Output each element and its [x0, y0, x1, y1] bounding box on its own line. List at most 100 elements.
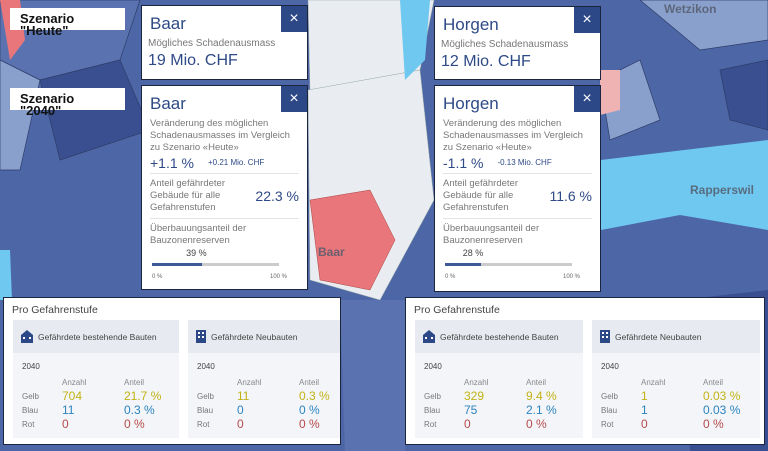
map-label-baar: Baar [318, 245, 345, 259]
reserve-value: 39 % [186, 248, 207, 258]
table-row: Gelb 1 0.03 % [601, 389, 740, 403]
table-cell: 0 % [299, 403, 320, 417]
table-cell: 0.03 % [703, 403, 741, 417]
table-cell: 0 [62, 417, 69, 431]
map-label-rapperswil: Rapperswil [690, 183, 755, 197]
reserve-progress-bar [152, 263, 279, 266]
card-title: Gefährdete Neubauten [615, 331, 702, 342]
levels-table: Anzahl Anteil Gelb 704 21.7 % Blau 11 0.3 % R… [22, 375, 161, 432]
levels-title: Pro Gefahrenstufe [12, 304, 98, 316]
building-icon [196, 330, 206, 343]
close-icon[interactable]: × [281, 86, 307, 112]
card-title: Gefährdete bestehende Bauten [38, 331, 157, 342]
bar-min: 0 % [152, 274, 163, 280]
table-cell: Rot [197, 419, 210, 429]
close-icon[interactable]: × [281, 6, 307, 32]
table-cell: Blau [197, 405, 214, 415]
year: 2040 [601, 362, 619, 371]
reserve-label: Überbauungsanteil der Bauzonenreserven [443, 223, 540, 246]
new-buildings-card: Gefährdete Neubauten 2040 Anzahl Anteil G… [592, 320, 760, 438]
table-cell: 2.1 % [526, 403, 557, 417]
table-cell: 0 [641, 417, 648, 431]
reserve-progress-fill [445, 263, 481, 266]
table-cell: Rot [424, 419, 437, 429]
table-cell: Rot [22, 419, 35, 429]
table-cell: 9.4 % [526, 389, 557, 403]
table-cell: Rot [601, 419, 614, 429]
change-section: Veränderung des möglichen Schadenausmass… [150, 114, 299, 174]
table-cell: Blau [22, 405, 39, 415]
table-cell: Anteil [703, 377, 724, 387]
table-cell: Gelb [424, 391, 441, 401]
card-title: Gefährdete bestehende Bauten [440, 331, 559, 342]
table-cell: Anteil [299, 377, 320, 387]
table-cell: 21.7 % [124, 389, 162, 403]
table-cell: 0.3 % [299, 389, 330, 403]
change-pct: +1.1 % [150, 155, 194, 171]
table-row: Blau 0 0 % [197, 403, 330, 417]
reserve-progress-bar [445, 263, 572, 266]
share-section: Anteil gefährdeter Gebäude für alle Gefa… [443, 174, 592, 219]
change-label: Veränderung des möglichen Schadenausmass… [150, 118, 290, 153]
horgen-2040-popup: × Horgen Veränderung des möglichen Schad… [434, 85, 601, 292]
year: 2040 [197, 362, 215, 371]
table-cell: Anteil [526, 377, 547, 387]
table-cell: 704 [62, 389, 83, 403]
map-label-wetzikon: Wetzikon [664, 2, 717, 16]
baar-levels-panel: Pro Gefahrenstufe Gefährdete bestehende … [3, 297, 341, 445]
table-cell: Anzahl [237, 377, 262, 387]
table-cell: 11 [237, 389, 250, 403]
share-value: 11.6 % [549, 188, 592, 204]
levels-table: Anzahl Anteil Gelb 329 9.4 % Blau 75 2.1 % Ro… [424, 375, 557, 432]
damage-label: Mögliches Schadenausmass [441, 39, 569, 50]
table-row: Rot 0 0 % [424, 417, 557, 431]
table-cell: 0.3 % [124, 403, 155, 417]
close-icon[interactable]: × [574, 7, 600, 33]
table-row: Gelb 11 0.3 % [197, 389, 330, 403]
damage-label: Mögliches Schadenausmass [148, 38, 276, 49]
levels-title: Pro Gefahrenstufe [414, 304, 500, 316]
close-icon[interactable]: × [574, 86, 600, 112]
col-count: Anzahl [62, 377, 87, 387]
table-row: Gelb 704 21.7 % [22, 389, 161, 403]
share-section: Anteil gefährdeter Gebäude für alle Gefa… [150, 174, 299, 219]
table-cell: 1 [641, 403, 648, 417]
new-buildings-card: Gefährdete Neubauten 2040 Anzahl Anteil G… [188, 320, 340, 438]
table-cell: Anzahl [641, 377, 666, 387]
bar-min: 0 % [445, 274, 456, 280]
table-cell: 0 [464, 417, 471, 431]
popup-title: Baar [150, 94, 186, 113]
year: 2040 [424, 362, 442, 371]
table-row: Rot 0 0 % [197, 417, 330, 431]
bar-max: 100 % [269, 274, 287, 280]
table-row: Rot 0 0 % [22, 417, 161, 431]
existing-buildings-card: Gefährdete bestehende Bauten 2040 Anzahl… [415, 320, 583, 438]
scenario-2040-label: Szenario "2040" [10, 88, 125, 117]
col-share: Anteil [124, 377, 145, 387]
share-value: 22.3 % [255, 188, 299, 204]
table-cell: Gelb [22, 391, 39, 401]
table-row: Blau 11 0.3 % [22, 403, 161, 417]
horgen-levels-panel: Pro Gefahrenstufe Gefährdete bestehende … [405, 297, 765, 445]
change-abs: +0.21 Mio. CHF [207, 158, 265, 167]
popup-title: Horgen [443, 15, 499, 34]
table-row: Rot 0 0 % [601, 417, 740, 431]
card-title: Gefährdete Neubauten [211, 331, 298, 342]
table-cell: 329 [464, 389, 485, 403]
reserve-section: Überbauungsanteil der Bauzonenreserven 3… [150, 219, 299, 287]
reserve-section: Überbauungsanteil der Bauzonenreserven 2… [443, 219, 592, 287]
change-abs: -0.13 Mio. CHF [497, 158, 552, 167]
table-cell: 0 % [526, 417, 547, 431]
table-cell: 0.03 % [703, 389, 741, 403]
table-cell: 11 [62, 403, 75, 417]
table-cell: 0 % [703, 417, 724, 431]
change-label: Veränderung des möglichen Schadenausmass… [443, 118, 583, 153]
popup-title: Horgen [443, 94, 499, 113]
building-icon [600, 330, 610, 343]
house-icon [423, 330, 435, 343]
horgen-today-popup: × Horgen Mögliches Schadenausmass 12 Mio… [434, 6, 601, 80]
reserve-progress-fill [152, 263, 202, 266]
baar-2040-popup: × Baar Veränderung des möglichen Schaden… [141, 85, 308, 290]
table-cell: Blau [601, 405, 618, 415]
